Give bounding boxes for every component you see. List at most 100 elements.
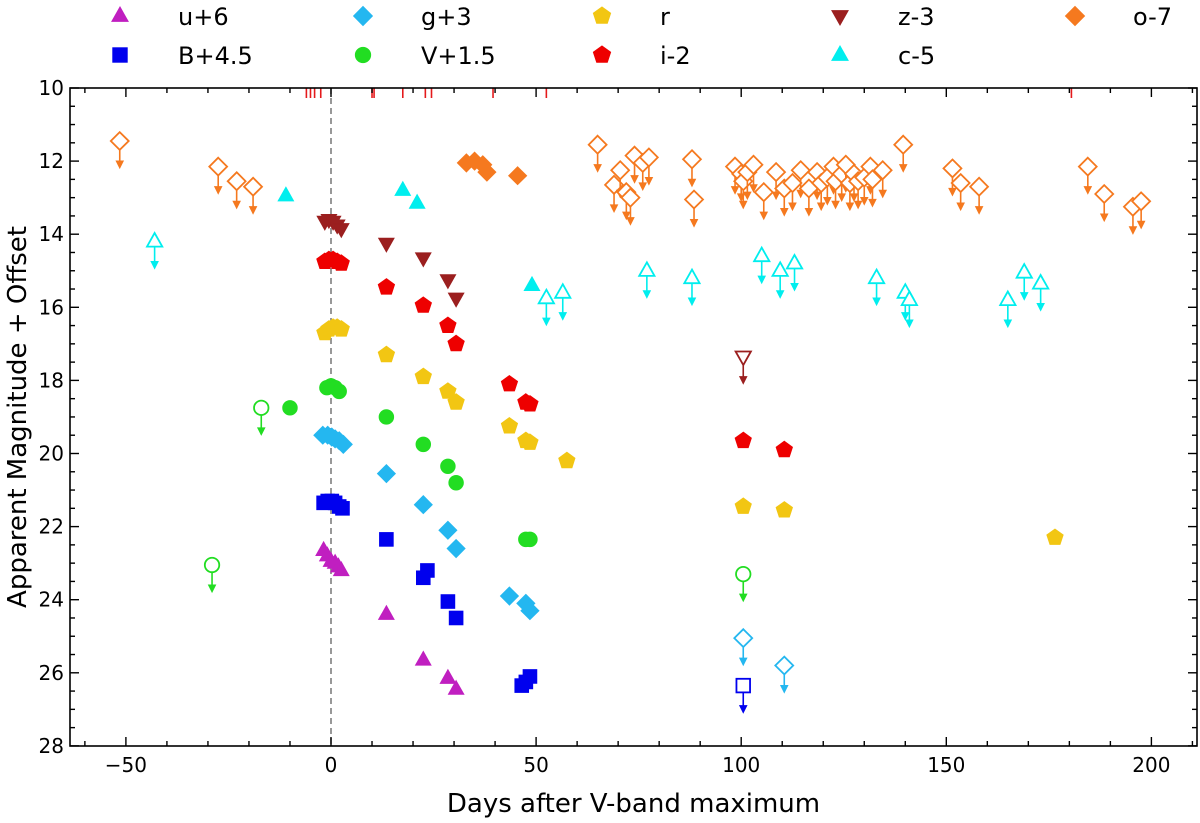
- point-i-2: [439, 316, 457, 333]
- point-o-7: [477, 162, 497, 182]
- legend-marker-g-3: [352, 5, 374, 27]
- limit-arrowhead-c-5: [757, 275, 767, 285]
- limit-arrowhead-o-7: [689, 218, 699, 228]
- upper-limit-c-5: [682, 267, 702, 285]
- point-r: [377, 345, 396, 363]
- axes: −50 0 50 100 150 200 10 12 14 16 18 20 22 24 26 28: [39, 76, 1198, 777]
- upper-limit-g-3: [733, 627, 754, 649]
- upper-limit-o-7: [790, 160, 811, 181]
- point-b-4-5: [335, 501, 350, 516]
- upper-limit-o-7: [893, 134, 914, 155]
- limit-arrowhead-o-7: [771, 191, 781, 201]
- y-tick-label: 14: [39, 222, 64, 246]
- limit-arrowhead-c-5: [1003, 319, 1013, 329]
- limit-arrowhead-c-5: [542, 317, 551, 327]
- limit-arrowhead-o-7: [1136, 220, 1146, 230]
- point-v-1-5: [440, 458, 456, 475]
- y-tick-label: 10: [39, 76, 64, 100]
- limit-arrowhead-c-5: [150, 261, 159, 270]
- upper-limit-z-3: [734, 350, 753, 367]
- point-v-1-5: [448, 475, 464, 491]
- legend-item-i-2: i-2: [592, 42, 691, 70]
- upper-limit-c-5: [637, 260, 657, 277]
- limit-arrowhead-o-7: [759, 211, 769, 221]
- limit-arrowhead-c-5: [775, 290, 785, 299]
- limit-arrowhead-o-7: [248, 206, 258, 215]
- upper-limit-o-7: [862, 169, 883, 190]
- limit-arrowhead-o-7: [845, 202, 855, 212]
- plot-area: [109, 88, 1152, 746]
- point-v-1-5: [522, 531, 538, 548]
- upper-limit-o-7: [587, 134, 608, 155]
- limit-arrowhead-o-7: [878, 189, 888, 199]
- point-v-1-5: [378, 409, 395, 425]
- upper-limit-v-1-5: [203, 556, 221, 574]
- limit-arrowhead-o-7: [898, 164, 908, 173]
- upper-limit-o-7: [638, 147, 660, 168]
- point-r: [734, 497, 752, 514]
- legend-marker-z-3: [831, 10, 849, 27]
- limit-arrowhead-o-7: [859, 197, 869, 206]
- limit-arrowhead-o-7: [853, 200, 863, 210]
- limit-arrowhead-o-7: [837, 193, 847, 203]
- point-r: [521, 433, 539, 450]
- upper-limit-v-1-5: [253, 399, 270, 416]
- x-tick-label: −50: [105, 753, 147, 777]
- upper-limit-o-7: [208, 156, 229, 177]
- point-u-6: [377, 604, 395, 620]
- point-c-5: [408, 193, 426, 209]
- legend-item-c-5: c-5: [831, 42, 935, 70]
- point-r: [1046, 528, 1064, 545]
- point-c-5: [277, 186, 295, 202]
- point-g-3: [446, 538, 466, 559]
- limit-arrowhead-g-3: [779, 684, 789, 694]
- x-tick-label: 200: [1132, 753, 1170, 777]
- upper-limit-o-7: [942, 158, 963, 179]
- legend-label: B+4.5: [178, 42, 253, 70]
- limit-arrowhead-o-7: [609, 204, 619, 213]
- limit-arrowhead-o-7: [644, 176, 654, 186]
- upper-limit-o-7: [743, 154, 764, 175]
- legend-label: u+6: [178, 3, 229, 31]
- point-r: [332, 320, 350, 337]
- legend-item-r: r: [592, 3, 670, 31]
- x-tick-label: 100: [722, 753, 760, 777]
- point-u-6: [414, 650, 432, 666]
- limit-arrowhead-v-1-5: [738, 593, 748, 603]
- point-c-5: [394, 180, 412, 196]
- point-g-3: [333, 434, 353, 455]
- upper-limit-c-5: [752, 245, 771, 263]
- limit-arrowhead-o-7: [622, 211, 631, 221]
- upper-limit-o-7: [683, 189, 705, 210]
- y-tick-label: 20: [39, 442, 64, 466]
- limit-arrowhead-o-7: [831, 200, 840, 210]
- point-i-2: [734, 431, 752, 449]
- limit-arrowhead-c-5: [790, 282, 799, 292]
- limit-arrowhead-o-7: [738, 200, 748, 210]
- y-axis-label: Apparent Magnitude + Offset: [3, 226, 33, 608]
- limit-arrowhead-z-3: [738, 376, 748, 385]
- upper-limit-c-5: [553, 282, 572, 299]
- point-r: [447, 393, 465, 410]
- legend-label: r: [660, 3, 670, 31]
- upper-limit-o-7: [1094, 183, 1115, 205]
- legend-item-z-3: z-3: [831, 3, 935, 31]
- legend-label: o-7: [1133, 3, 1172, 31]
- point-r: [414, 367, 432, 385]
- point-v-1-5: [282, 400, 298, 416]
- legend-marker-b-4-5: [112, 47, 128, 63]
- point-b-4-5: [448, 610, 464, 626]
- upper-limit-o-7: [950, 172, 971, 194]
- limit-arrowhead-c-5: [558, 312, 568, 321]
- legend-marker-u-6: [111, 5, 129, 22]
- limit-arrowhead-o-7: [948, 187, 957, 197]
- limit-arrowhead-o-7: [816, 202, 826, 212]
- legend-item-b-4-5: B+4.5: [112, 42, 253, 70]
- limit-arrowhead-v-1-5: [207, 584, 217, 594]
- x-axis-label: Days after V-band maximum: [447, 789, 820, 819]
- y-tick-label: 24: [39, 588, 64, 612]
- limit-arrowhead-o-7: [804, 208, 814, 217]
- upper-limit-o-7: [242, 176, 264, 197]
- upper-limit-g-3: [774, 655, 795, 676]
- legend-item-o-7: o-7: [1064, 3, 1172, 31]
